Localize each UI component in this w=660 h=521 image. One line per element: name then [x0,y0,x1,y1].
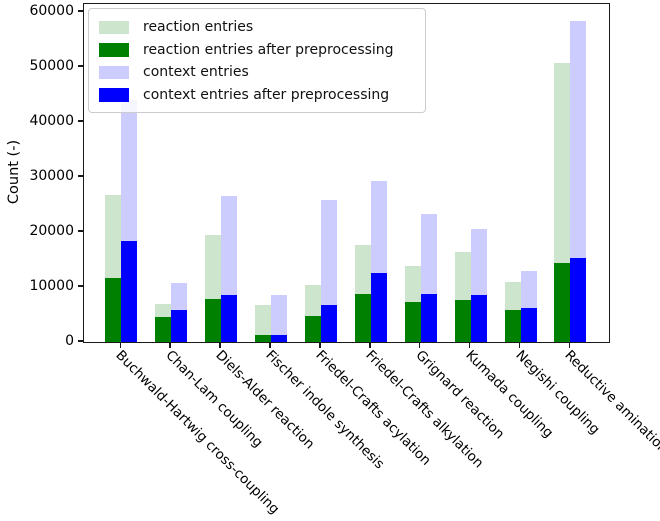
bar-reaction-entries-after-preprocessing [404,301,421,342]
x-tick-mark [269,342,271,348]
bar-context-entries-after-preprocessing [370,273,387,342]
legend-item: reaction entries after preprocessing [99,39,415,62]
x-tick-mark [119,342,122,348]
legend-swatch-icon [99,88,129,102]
bar-reaction-entries-after-preprocessing [504,310,521,342]
bar-context-entries-after-preprocessing [470,294,487,342]
y-tick-mark [78,340,83,342]
bar-reaction-entries-after-preprocessing [304,316,321,342]
y-tick-label: 50000 [29,58,74,75]
y-tick-label: 40000 [29,113,74,130]
y-axis-label: Count (-) [6,139,22,205]
bar-reaction-entries-after-preprocessing [205,298,222,342]
bar-reaction-entries-after-preprocessing [454,300,471,342]
legend-label: reaction entries [143,19,254,36]
x-tick-mark [418,342,421,348]
legend-item: context entries [99,61,415,84]
legend-label: context entries after preprocessing [143,87,390,104]
x-tick-label: Grignard reaction [412,347,508,443]
legend-label: reaction entries after preprocessing [143,41,394,58]
y-tick-mark [78,120,83,122]
legend: reaction entries reaction entries after p… [88,8,426,114]
x-tick-mark [369,342,371,348]
y-tick-label: 10000 [29,278,74,295]
x-tick-mark [169,342,171,348]
bar-reaction-entries-after-preprocessing [554,262,571,342]
x-tick-mark [319,342,321,348]
x-tick-mark [468,342,471,348]
y-tick-mark [78,10,83,13]
bar-context-entries-after-preprocessing [320,304,337,342]
legend-label: context entries [143,64,249,81]
bar-reaction-entries-after-preprocessing [255,335,271,342]
bar-context-entries-after-preprocessing [221,295,238,342]
bar-context-entries-after-preprocessing [570,257,587,342]
y-tick-label: 30000 [29,168,74,185]
x-tick-label: Kumada coupling [461,347,556,442]
bar-context-entries-after-preprocessing [121,240,138,342]
y-tick-mark [78,285,83,287]
bar-context-entries [271,294,287,342]
bar-reaction-entries-after-preprocessing [105,278,122,342]
y-tick-mark [78,65,83,67]
legend-swatch-icon [99,65,129,80]
x-tick-mark [518,342,521,348]
bar-reaction-entries [255,304,271,342]
legend-swatch-icon [99,20,129,35]
y-tick-mark [78,230,83,232]
y-tick-mark [78,175,83,177]
y-tick-label: 20000 [29,223,74,240]
bar-context-entries-after-preprocessing [171,310,188,342]
legend-item: context entries after preprocessing [99,84,415,107]
y-tick-label: 60000 [29,3,74,20]
legend-swatch-icon [99,43,129,57]
y-tick-label: 0 [65,333,74,349]
bar-context-entries-after-preprocessing [271,335,287,342]
bar-reaction-entries-after-preprocessing [155,316,172,342]
legend-item: reaction entries [99,16,415,39]
x-tick-label: Negishi coupling [511,347,603,438]
x-tick-label: Chan-Lam coupling [162,347,267,451]
bar-context-entries-after-preprocessing [420,293,437,342]
x-tick-mark [568,342,571,348]
x-tick-mark [219,342,221,348]
bar-context-entries-after-preprocessing [520,307,537,342]
x-tick-label: Diels-Alder reaction [212,347,318,453]
bar-reaction-entries-after-preprocessing [354,294,371,342]
